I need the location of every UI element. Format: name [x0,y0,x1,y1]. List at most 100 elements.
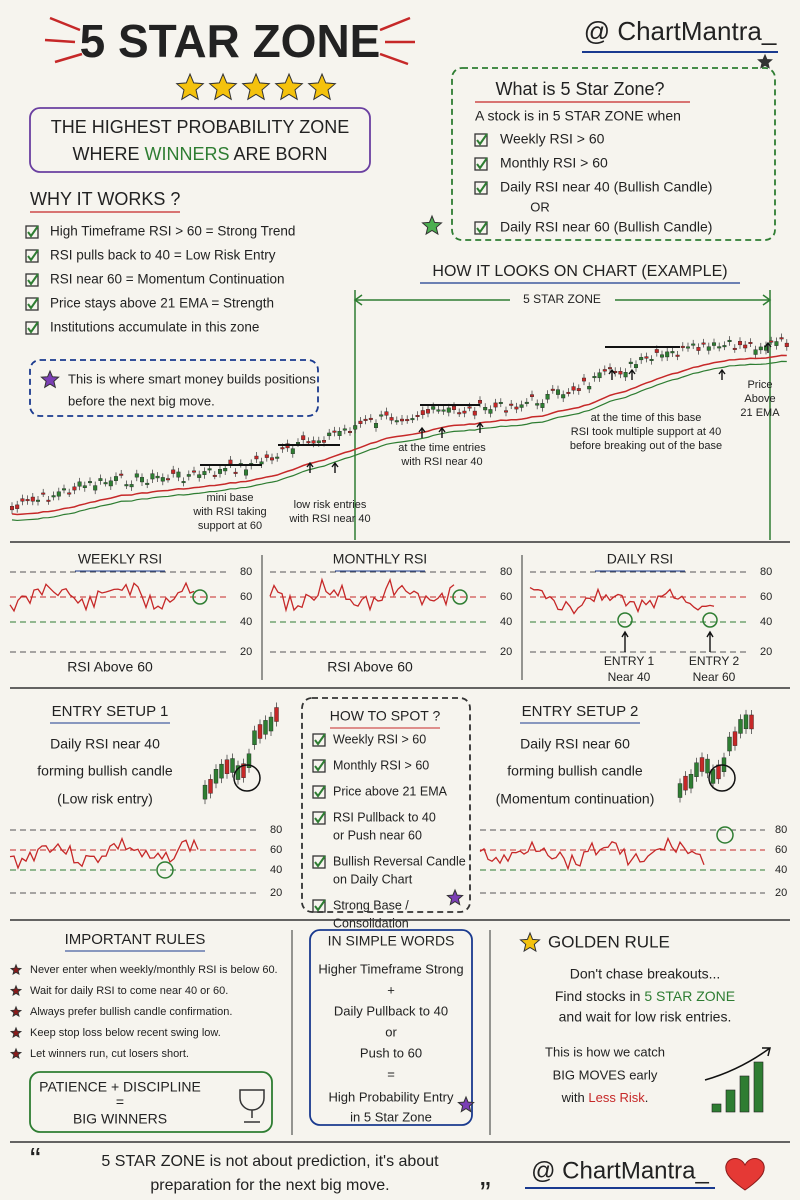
handle: @ ChartMantra_ [531,1157,709,1184]
label: Above [744,393,775,405]
star-icon [9,1047,23,1060]
label: WHERE WINNERS ARE BORN [72,144,327,164]
tagline-box [29,107,371,173]
label-part: WHERE [72,144,144,164]
candle [36,499,41,502]
candle [208,779,213,794]
candle [191,470,196,473]
arrow [331,461,339,473]
checkbox [474,157,488,171]
label: Don't chase breakouts... [570,966,721,982]
level-label: 40 [760,616,772,628]
candle [160,477,165,482]
candle [67,492,72,495]
star-icon [757,53,773,69]
label: Price [747,379,772,391]
candle [748,342,753,344]
candle [98,478,103,481]
level-label: 40 [775,864,787,876]
label: Institutions accumulate in this zone [50,320,259,335]
label: WHY IT WORKS ? [30,189,180,209]
ema-line [11,354,787,516]
candle [420,410,425,415]
candle [540,403,545,408]
label: High Timeframe RSI > 60 = Strong Trend [50,224,295,239]
candle [181,481,186,484]
candle [246,753,252,768]
candle [426,409,431,414]
candle [290,448,295,454]
label: and wait for low risk entries. [559,1009,732,1025]
rule [379,52,409,66]
checkmark [27,273,39,286]
label: = [116,1094,124,1110]
candle [150,473,155,480]
candle [233,471,238,474]
checkmark [27,297,39,310]
candle [712,342,717,346]
checkbox [312,811,326,825]
level-label: 80 [240,566,252,578]
candle [348,431,353,433]
level-label: 20 [775,887,787,899]
candle [62,488,67,491]
label: IN SIMPLE WORDS [328,933,455,949]
label: OR [530,199,550,214]
trophy-icon [239,1089,265,1123]
label: Higher Timeframe Strong [318,961,463,976]
candle [722,345,727,348]
candle [270,457,275,461]
label: mini base [206,492,253,504]
level-label: 60 [240,591,252,603]
level-label: 40 [500,616,512,628]
candle [259,461,264,465]
candle [654,349,659,353]
candle [129,484,134,488]
candle [241,763,246,778]
candle [134,473,139,478]
level-label: 20 [760,646,772,658]
label: or Push near 60 [333,828,422,842]
candle [72,486,77,491]
growth-bar [711,1103,722,1113]
label: RSI Above 60 [67,659,153,675]
zone-label-bg [510,292,615,308]
label: Monthly RSI > 60 [333,758,429,772]
highlight-circle [233,764,261,792]
what-is-box [451,67,776,241]
label: before the next big move. [68,393,215,408]
checkmark [314,733,326,746]
star-icon [9,1026,23,1039]
candle [550,388,555,391]
level-label: 40 [240,616,252,628]
candle [483,407,488,411]
candle [228,459,233,465]
level-label: 60 [500,591,512,603]
star-icon [457,1095,475,1113]
label: Monthly RSI > 60 [500,155,608,171]
label: RSI took multiple support at 40 [571,426,721,438]
candle [410,418,415,421]
candle [686,346,691,349]
label: High Probability Entry [329,1089,454,1104]
rule [44,38,76,44]
star-icon [9,984,23,997]
candle [452,406,457,410]
label: at the time of this base [591,412,702,424]
candle [87,481,92,484]
candle [753,349,758,355]
candle [56,491,61,497]
candle [51,495,56,498]
candle [400,418,405,422]
candle [306,441,311,444]
label: Strong Base / [333,898,409,912]
rsi-line [529,587,715,615]
label: RSI Pullback to 40 [333,810,436,824]
arrow [608,368,616,380]
label: Always prefer bullish candle confirmatio… [30,1006,232,1018]
candle [769,340,774,343]
rsi-line [9,836,199,870]
candle [457,412,462,415]
label: support at 60 [198,520,262,532]
level-label: 60 [270,844,282,856]
